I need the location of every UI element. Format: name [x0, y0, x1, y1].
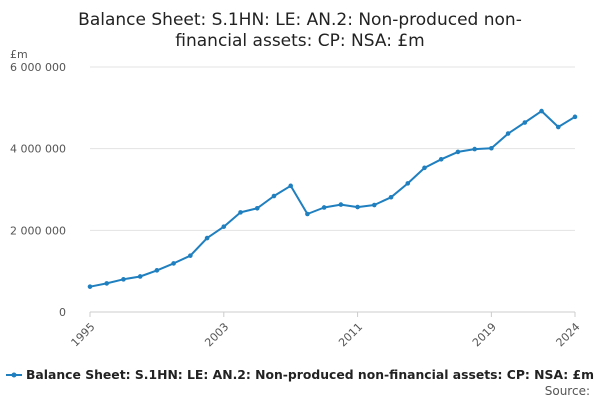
data-point — [505, 131, 511, 136]
x-tick-label: 2024 — [554, 320, 583, 349]
data-point — [472, 146, 477, 152]
data-point — [455, 149, 461, 155]
data-point — [522, 120, 528, 125]
data-point — [338, 202, 344, 207]
data-point — [121, 277, 126, 282]
x-tick-label: 2003 — [202, 320, 231, 349]
data-point — [572, 114, 578, 120]
y-tick-label: 2 000 000 — [10, 224, 66, 237]
data-point — [154, 268, 160, 273]
y-axis-unit-label: £m — [10, 48, 28, 61]
data-point — [355, 204, 360, 210]
data-point — [388, 194, 394, 200]
data-point — [372, 202, 377, 208]
data-point — [321, 205, 327, 210]
y-axis-ticks: 0 2 000 000 4 000 000 6 000 000 — [10, 61, 66, 319]
x-tick-label: 2011 — [336, 320, 365, 349]
data-point — [422, 165, 427, 171]
x-tick-label: 2019 — [470, 320, 499, 349]
x-axis-ticks: 1995 2003 2011 2019 2024 — [69, 312, 583, 349]
legend: Balance Sheet: S.1HN: LE: AN.2: Non-prod… — [6, 368, 594, 382]
data-point — [271, 193, 277, 199]
data-point — [87, 284, 93, 289]
data-point — [221, 224, 227, 229]
y-tick-label: 0 — [59, 306, 66, 319]
data-point — [204, 235, 210, 241]
data-point — [489, 145, 494, 151]
legend-entry-label: Balance Sheet: S.1HN: LE: AN.2: Non-prod… — [26, 368, 594, 382]
source-label: Source: — [545, 384, 590, 398]
chart-title-line-2: financial assets: CP: NSA: £m — [175, 31, 424, 51]
series-layer — [87, 108, 578, 289]
series-line — [89, 110, 576, 288]
data-point — [555, 124, 561, 130]
data-point — [539, 108, 544, 114]
data-point — [171, 261, 176, 266]
gridlines — [90, 66, 575, 313]
data-point — [288, 183, 293, 189]
data-point — [438, 156, 444, 162]
legend-swatch-point — [11, 372, 17, 378]
data-point — [137, 274, 143, 279]
y-tick-label: 6 000 000 — [10, 61, 66, 74]
data-point — [254, 205, 260, 211]
chart-title-line-1: Balance Sheet: S.1HN: LE: AN.2: Non-prod… — [78, 10, 522, 30]
data-point — [104, 281, 110, 286]
data-point — [238, 210, 243, 215]
data-point — [305, 211, 310, 217]
data-point — [405, 181, 411, 186]
x-tick-label: 1995 — [69, 320, 98, 349]
y-tick-label: 4 000 000 — [10, 143, 66, 156]
data-point — [188, 253, 193, 258]
